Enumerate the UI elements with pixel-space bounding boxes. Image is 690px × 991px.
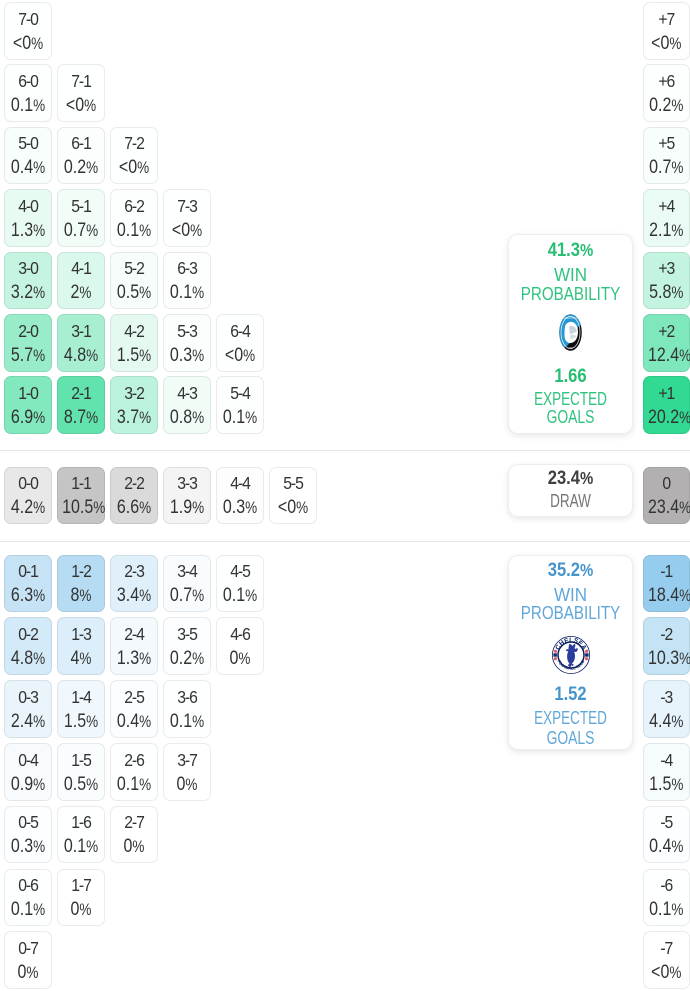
svg-text:1907: 1907 (567, 346, 574, 350)
svg-text:ATALANTA: ATALANTA (563, 316, 577, 320)
